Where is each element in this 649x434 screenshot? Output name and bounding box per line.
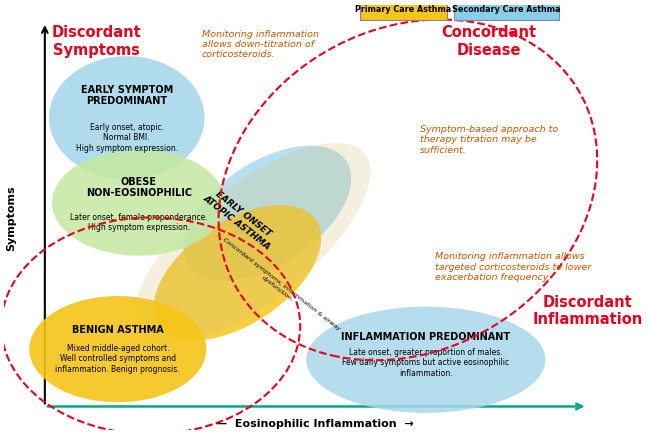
Text: BENIGN ASTHMA: BENIGN ASTHMA bbox=[72, 324, 164, 334]
Text: EARLY ONSET
ATOPIC ASTHMA: EARLY ONSET ATOPIC ASTHMA bbox=[202, 185, 279, 251]
Text: Discordant
Inflammation: Discordant Inflammation bbox=[532, 294, 643, 326]
Text: EARLY SYMPTOM
PREDOMINANT: EARLY SYMPTOM PREDOMINANT bbox=[80, 84, 173, 106]
Text: Later onset, female preponderance.
High symptom expression.: Later onset, female preponderance. High … bbox=[70, 213, 208, 232]
FancyBboxPatch shape bbox=[454, 0, 559, 21]
Text: Mixed middle-aged cohort.
Well controlled symptoms and
inflammation. Benign prog: Mixed middle-aged cohort. Well controlle… bbox=[56, 343, 180, 373]
Ellipse shape bbox=[29, 296, 206, 402]
Text: Concordant
Disease: Concordant Disease bbox=[441, 25, 536, 58]
Text: INFLAMMATION PREDOMINANT: INFLAMMATION PREDOMINANT bbox=[341, 332, 510, 342]
Ellipse shape bbox=[154, 206, 321, 341]
Ellipse shape bbox=[306, 307, 545, 413]
Text: Symptoms: Symptoms bbox=[6, 185, 16, 251]
Text: Late onset, greater proportion of males.
Few daily symptoms but active eosinophi: Late onset, greater proportion of males.… bbox=[342, 347, 509, 377]
Text: Early onset, atopic.
Normal BMI.
High symptom expression.: Early onset, atopic. Normal BMI. High sy… bbox=[76, 123, 178, 152]
Text: Secondary Care Asthma: Secondary Care Asthma bbox=[452, 5, 561, 14]
Text: Discordant
Symptoms: Discordant Symptoms bbox=[52, 25, 141, 58]
FancyBboxPatch shape bbox=[360, 0, 447, 21]
Text: Primary Care Asthma: Primary Care Asthma bbox=[355, 5, 452, 14]
Text: Monitoring inflammation
allows down-titration of
corticosteroids.: Monitoring inflammation allows down-titr… bbox=[202, 30, 319, 59]
Text: Symptom-based approach to
therapy titration may be
sufficient.: Symptom-based approach to therapy titrat… bbox=[420, 125, 558, 155]
Text: —  Eosinophilic Inflammation  →: — Eosinophilic Inflammation → bbox=[216, 418, 414, 428]
Ellipse shape bbox=[52, 150, 225, 256]
Text: Concordant symptoms, inflammation & airway
dysfunction.: Concordant symptoms, inflammation & airw… bbox=[218, 237, 341, 335]
Ellipse shape bbox=[49, 57, 204, 180]
Ellipse shape bbox=[134, 144, 371, 343]
Text: OBESE
NON-EOSINOPHILIC: OBESE NON-EOSINOPHILIC bbox=[86, 176, 192, 198]
Ellipse shape bbox=[184, 146, 351, 281]
Text: Monitoring inflammation allows
targeted corticosteroids to lower
exacerbation fr: Monitoring inflammation allows targeted … bbox=[435, 252, 591, 282]
